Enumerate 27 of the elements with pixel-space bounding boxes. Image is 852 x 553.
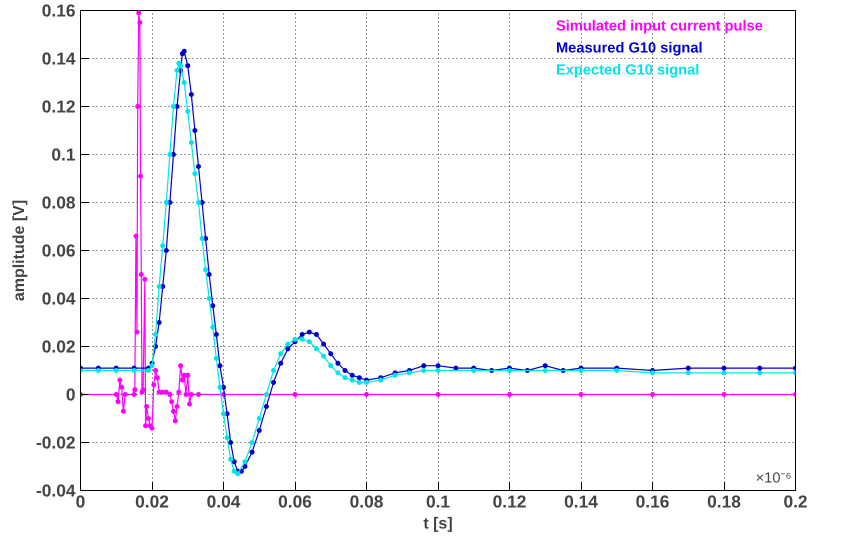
x-tick-label: 0.16	[636, 492, 670, 512]
x-tick-label: 0.02	[135, 492, 169, 512]
x-tick-label: 0.14	[564, 492, 598, 512]
text: Expected G10 signal	[556, 62, 700, 78]
text: Measured G10 signal	[556, 40, 703, 56]
y-tick-label: -0.04	[36, 480, 76, 500]
x-tick-label: 0.08	[350, 492, 384, 512]
x-tick-label: 0.18	[707, 492, 742, 512]
y-tick-label: 0.08	[42, 192, 76, 212]
annotation: ×10⁻⁶	[756, 470, 792, 486]
y-tick-label: -0.02	[36, 432, 76, 452]
y-tick-label: 0.02	[42, 336, 76, 356]
y-tick-label: 0.16	[42, 0, 76, 20]
text: Simulated input current pulse	[556, 18, 763, 34]
y-tick-label: 0.12	[42, 96, 76, 116]
x-tick-label: 0.06	[278, 492, 312, 512]
y-tick-label: 0.06	[42, 240, 76, 260]
x-tick-label: 0.2	[783, 492, 808, 512]
x-tick-label: 0.12	[492, 492, 526, 512]
y-tick-label: 0	[66, 384, 76, 404]
y-tick-label: 0.04	[42, 288, 76, 308]
x-tick-label: 0.1	[426, 492, 450, 512]
y-axis-title: amplitude [V]	[11, 200, 28, 302]
x-axis-title: t [s]	[423, 516, 453, 532]
x-tick-label: 0.04	[206, 492, 241, 512]
y-tick-label: 0.1	[51, 144, 76, 164]
y-tick-label: 0.14	[42, 48, 76, 68]
